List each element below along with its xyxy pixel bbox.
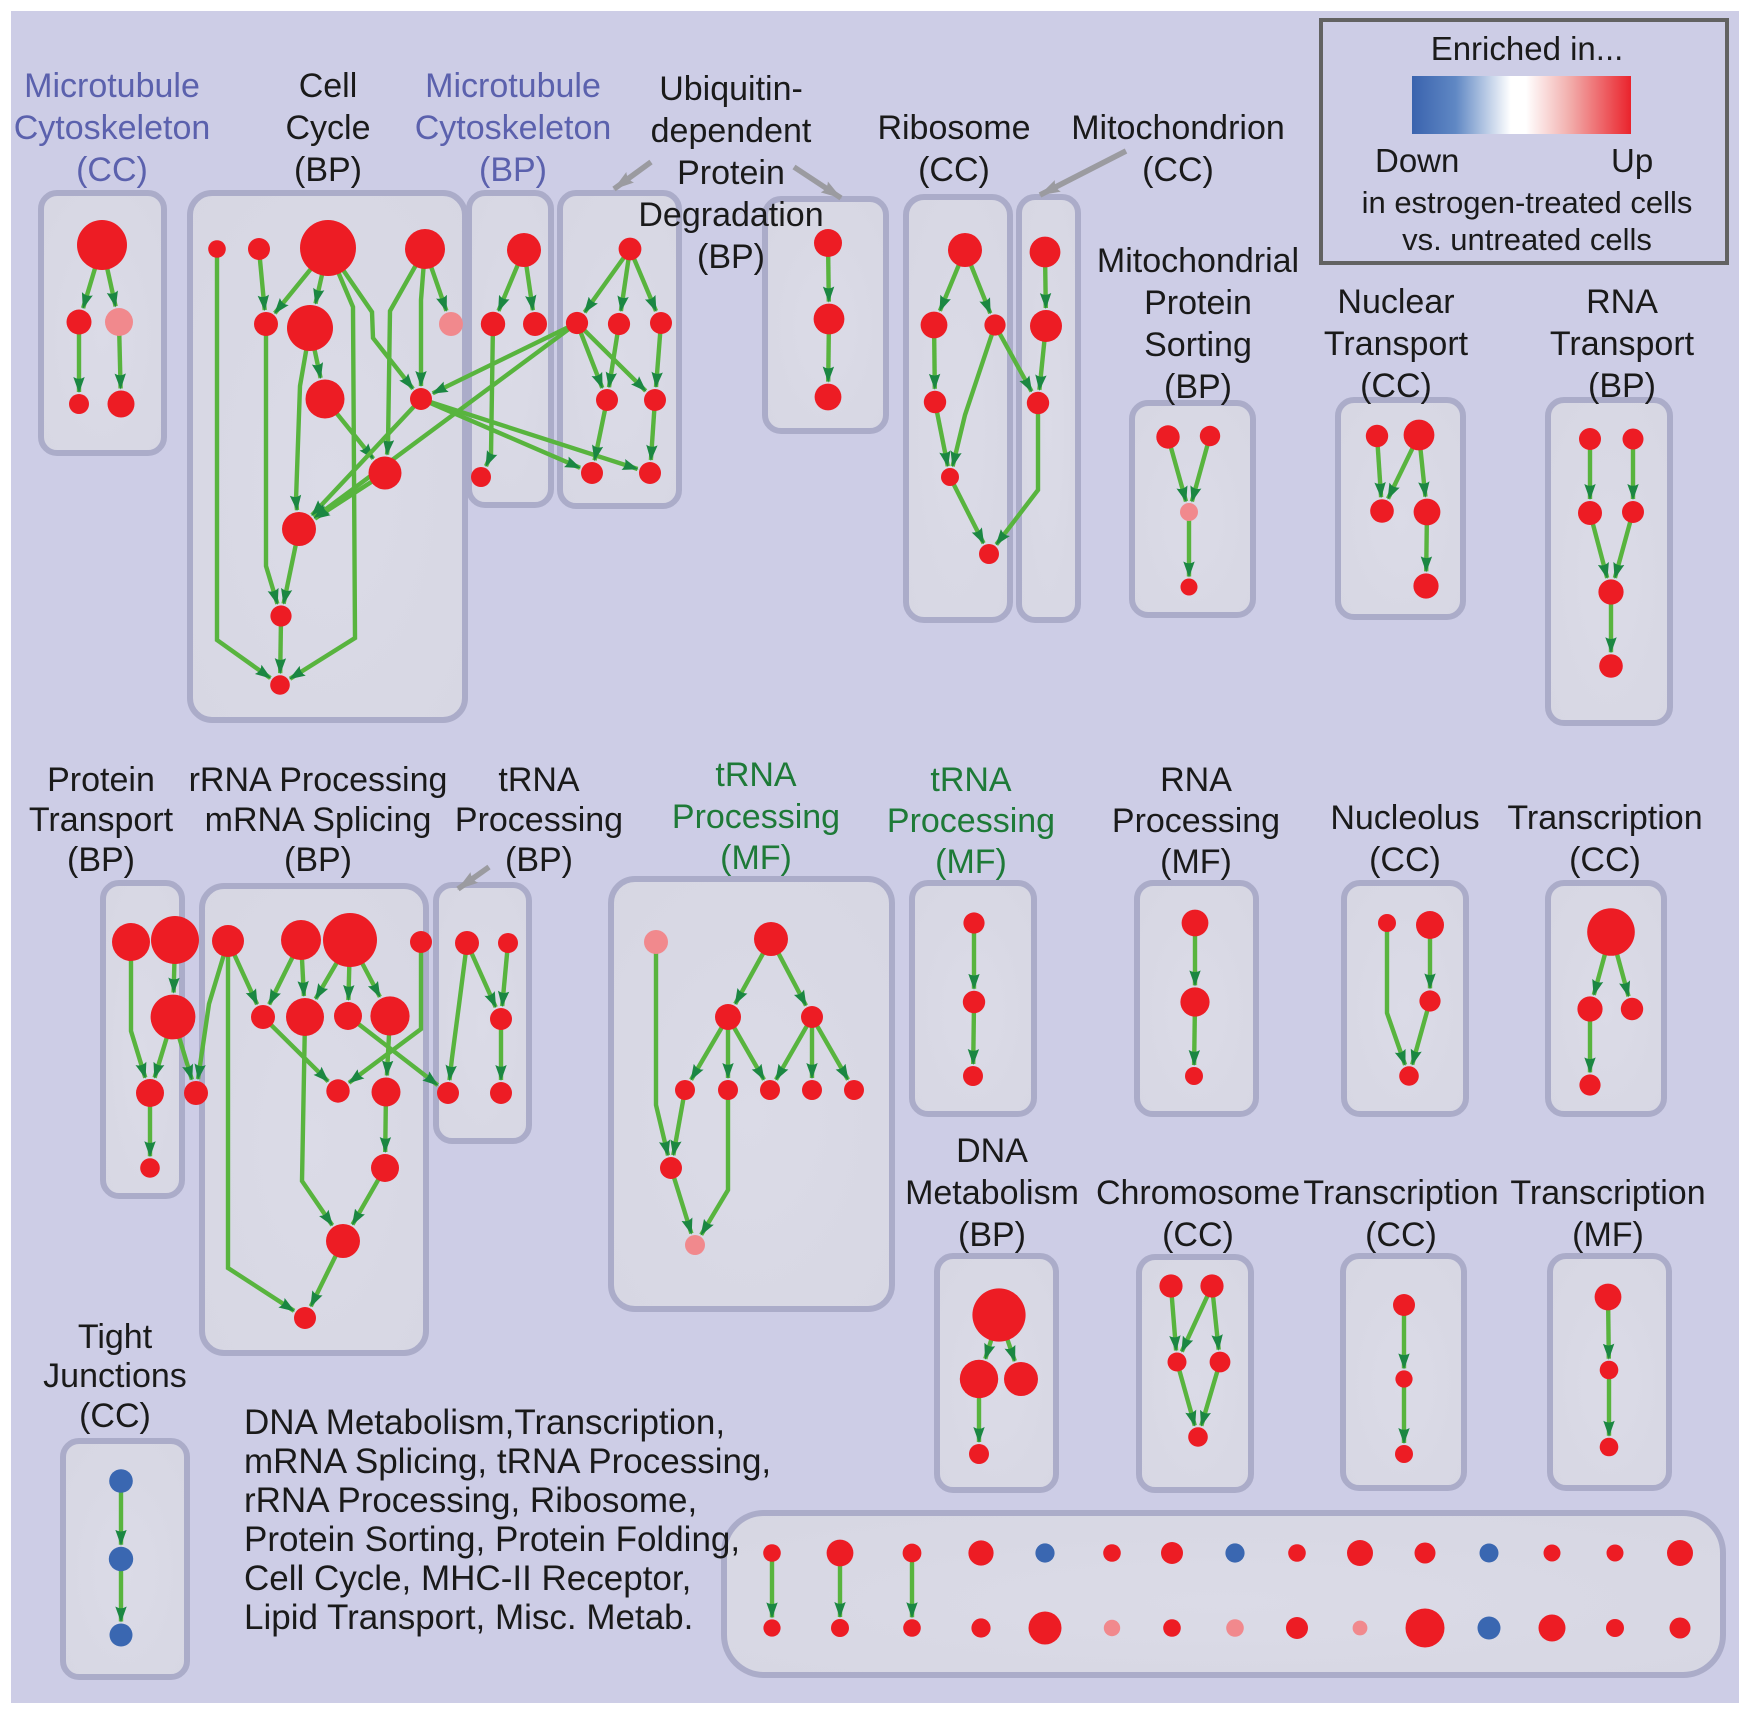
svg-text:Protein: Protein — [47, 761, 155, 799]
svg-text:Cytoskeleton: Cytoskeleton — [14, 109, 211, 147]
svg-text:Chromosome: Chromosome — [1096, 1174, 1300, 1212]
svg-text:(CC): (CC) — [1365, 1216, 1437, 1254]
svg-text:(BP): (BP) — [697, 238, 765, 276]
svg-text:Processing: Processing — [887, 802, 1055, 840]
svg-text:in estrogen-treated cells: in estrogen-treated cells — [1362, 185, 1693, 220]
svg-text:(CC): (CC) — [918, 151, 990, 189]
svg-text:Cytoskeleton: Cytoskeleton — [415, 109, 612, 147]
svg-text:(BP): (BP) — [479, 151, 547, 189]
svg-text:rRNA Processing, Ribosome,: rRNA Processing, Ribosome, — [244, 1481, 697, 1520]
svg-text:(MF): (MF) — [1572, 1216, 1644, 1254]
svg-text:Cell: Cell — [299, 67, 358, 105]
svg-text:Sorting: Sorting — [1144, 326, 1252, 364]
svg-text:DNA Metabolism,Transcription,: DNA Metabolism,Transcription, — [244, 1403, 725, 1442]
svg-text:Cell Cycle, MHC-II Receptor,: Cell Cycle, MHC-II Receptor, — [244, 1559, 691, 1598]
svg-text:(BP): (BP) — [67, 841, 135, 879]
svg-text:Processing: Processing — [1112, 802, 1280, 840]
svg-text:(BP): (BP) — [958, 1216, 1026, 1254]
svg-text:dependent: dependent — [651, 112, 812, 150]
svg-text:Down: Down — [1375, 142, 1459, 179]
svg-text:Nuclear: Nuclear — [1337, 283, 1454, 321]
svg-text:(BP): (BP) — [1588, 367, 1656, 405]
svg-text:Mitochondrial: Mitochondrial — [1097, 242, 1299, 280]
svg-text:Transcription: Transcription — [1507, 799, 1702, 837]
svg-text:Enriched in...: Enriched in... — [1431, 30, 1624, 67]
svg-text:Up: Up — [1611, 142, 1653, 179]
svg-text:tRNA: tRNA — [498, 761, 580, 799]
svg-text:Protein: Protein — [1144, 284, 1252, 322]
svg-text:Cycle: Cycle — [285, 109, 370, 147]
svg-text:Processing: Processing — [672, 798, 840, 836]
svg-text:(BP): (BP) — [284, 841, 352, 879]
svg-text:(CC): (CC) — [1360, 367, 1432, 405]
svg-text:tRNA: tRNA — [715, 756, 797, 794]
svg-text:Transport: Transport — [1324, 325, 1469, 363]
svg-text:(CC): (CC) — [1162, 1216, 1234, 1254]
svg-text:DNA: DNA — [956, 1132, 1028, 1170]
svg-text:(CC): (CC) — [1569, 841, 1641, 879]
svg-text:(BP): (BP) — [505, 841, 573, 879]
svg-text:mRNA Splicing, tRNA Processing: mRNA Splicing, tRNA Processing, — [244, 1442, 771, 1481]
svg-text:(MF): (MF) — [720, 839, 792, 877]
svg-text:Protein Sorting, Protein Foldi: Protein Sorting, Protein Folding, — [244, 1520, 740, 1559]
svg-text:Transcription: Transcription — [1303, 1174, 1498, 1212]
svg-text:rRNA Processing: rRNA Processing — [189, 761, 448, 799]
svg-text:Protein: Protein — [677, 154, 785, 192]
svg-text:Transport: Transport — [29, 801, 174, 839]
svg-text:(MF): (MF) — [935, 843, 1007, 881]
svg-text:Transcription: Transcription — [1510, 1174, 1705, 1212]
svg-text:Microtubule: Microtubule — [425, 67, 601, 105]
svg-text:Microtubule: Microtubule — [24, 67, 200, 105]
svg-text:Metabolism: Metabolism — [905, 1174, 1079, 1212]
svg-text:Lipid Transport, Misc. Metab.: Lipid Transport, Misc. Metab. — [244, 1598, 693, 1637]
svg-text:Processing: Processing — [455, 801, 623, 839]
svg-text:(BP): (BP) — [294, 151, 362, 189]
svg-text:Nucleolus: Nucleolus — [1330, 799, 1479, 837]
svg-text:(CC): (CC) — [1369, 841, 1441, 879]
svg-text:(MF): (MF) — [1160, 843, 1232, 881]
svg-text:mRNA Splicing: mRNA Splicing — [205, 801, 432, 839]
svg-text:Transport: Transport — [1550, 325, 1695, 363]
svg-text:(BP): (BP) — [1164, 368, 1232, 406]
svg-text:tRNA: tRNA — [930, 761, 1012, 799]
svg-text:RNA: RNA — [1160, 761, 1232, 799]
svg-text:(CC): (CC) — [1142, 151, 1214, 189]
svg-text:Ubiquitin-: Ubiquitin- — [659, 70, 803, 108]
svg-text:(CC): (CC) — [76, 151, 148, 189]
svg-text:Tight: Tight — [78, 1318, 153, 1356]
svg-text:Junctions: Junctions — [43, 1357, 187, 1395]
svg-text:(CC): (CC) — [79, 1397, 151, 1435]
svg-text:Ribosome: Ribosome — [877, 109, 1030, 147]
svg-text:vs. untreated cells: vs. untreated cells — [1402, 222, 1652, 257]
svg-text:Degradation: Degradation — [638, 196, 823, 234]
svg-text:Mitochondrion: Mitochondrion — [1071, 109, 1285, 147]
svg-text:RNA: RNA — [1586, 283, 1658, 321]
